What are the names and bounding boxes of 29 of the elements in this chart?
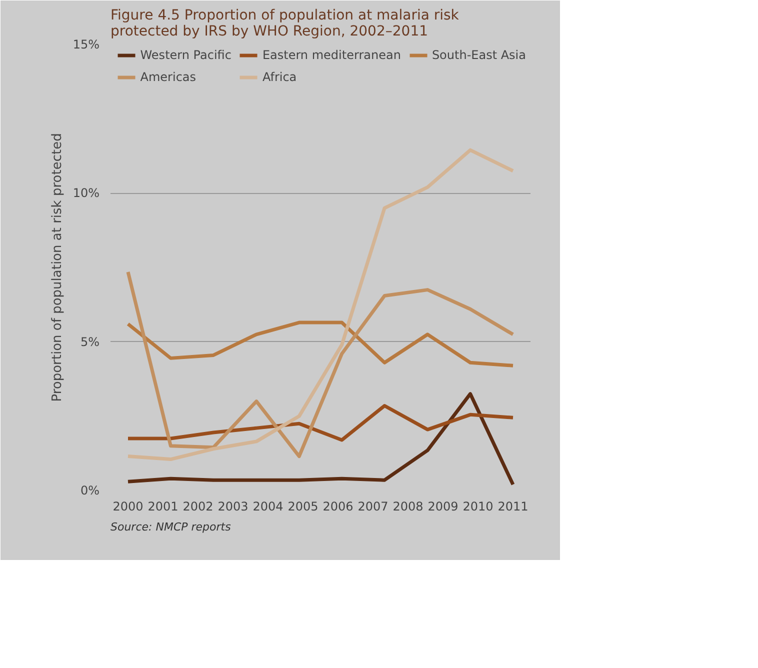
x-tick-label: 2007	[358, 500, 388, 514]
y-tick-label: 0%	[80, 484, 100, 498]
x-tick-label: 2003	[218, 500, 248, 514]
line-series	[126, 148, 515, 462]
y-tick-label: 5%	[80, 334, 100, 349]
x-tick-label: 2002	[182, 500, 214, 514]
y-tick-label: 15%	[72, 38, 100, 52]
legend-label: Eastern mediterranean	[262, 48, 401, 62]
line-series	[126, 270, 515, 458]
x-tick-label: 2009	[428, 500, 458, 514]
x-tick-label: 2005	[288, 500, 318, 514]
x-tick-label: 2008	[392, 500, 424, 514]
x-tick-label: 2000	[112, 500, 144, 514]
x-tick-label: 2004	[252, 500, 284, 514]
line-series	[126, 392, 515, 486]
y-axis-title: Proportion of population at risk protected	[50, 133, 65, 402]
y-tick-label: 10%	[72, 186, 100, 200]
x-tick-label: 2011	[498, 500, 528, 514]
x-tick-label: 2010	[462, 500, 494, 514]
legend-label: Western Pacific	[140, 48, 232, 62]
line-series	[126, 404, 515, 442]
legend-label: South-East Asia	[432, 48, 526, 62]
legend-label: Americas	[140, 70, 196, 84]
legend-label: Africa	[262, 70, 297, 84]
chart-title: Figure 4.5 Proportion of population at malaria risk protected by IRS by WHO Region, 2002–2011	[110, 8, 460, 40]
source-note: Source: NMCP reports	[110, 520, 232, 534]
x-tick-label: 2006	[322, 500, 354, 514]
x-tick-label: 2001	[148, 500, 178, 514]
line-series	[126, 320, 515, 368]
